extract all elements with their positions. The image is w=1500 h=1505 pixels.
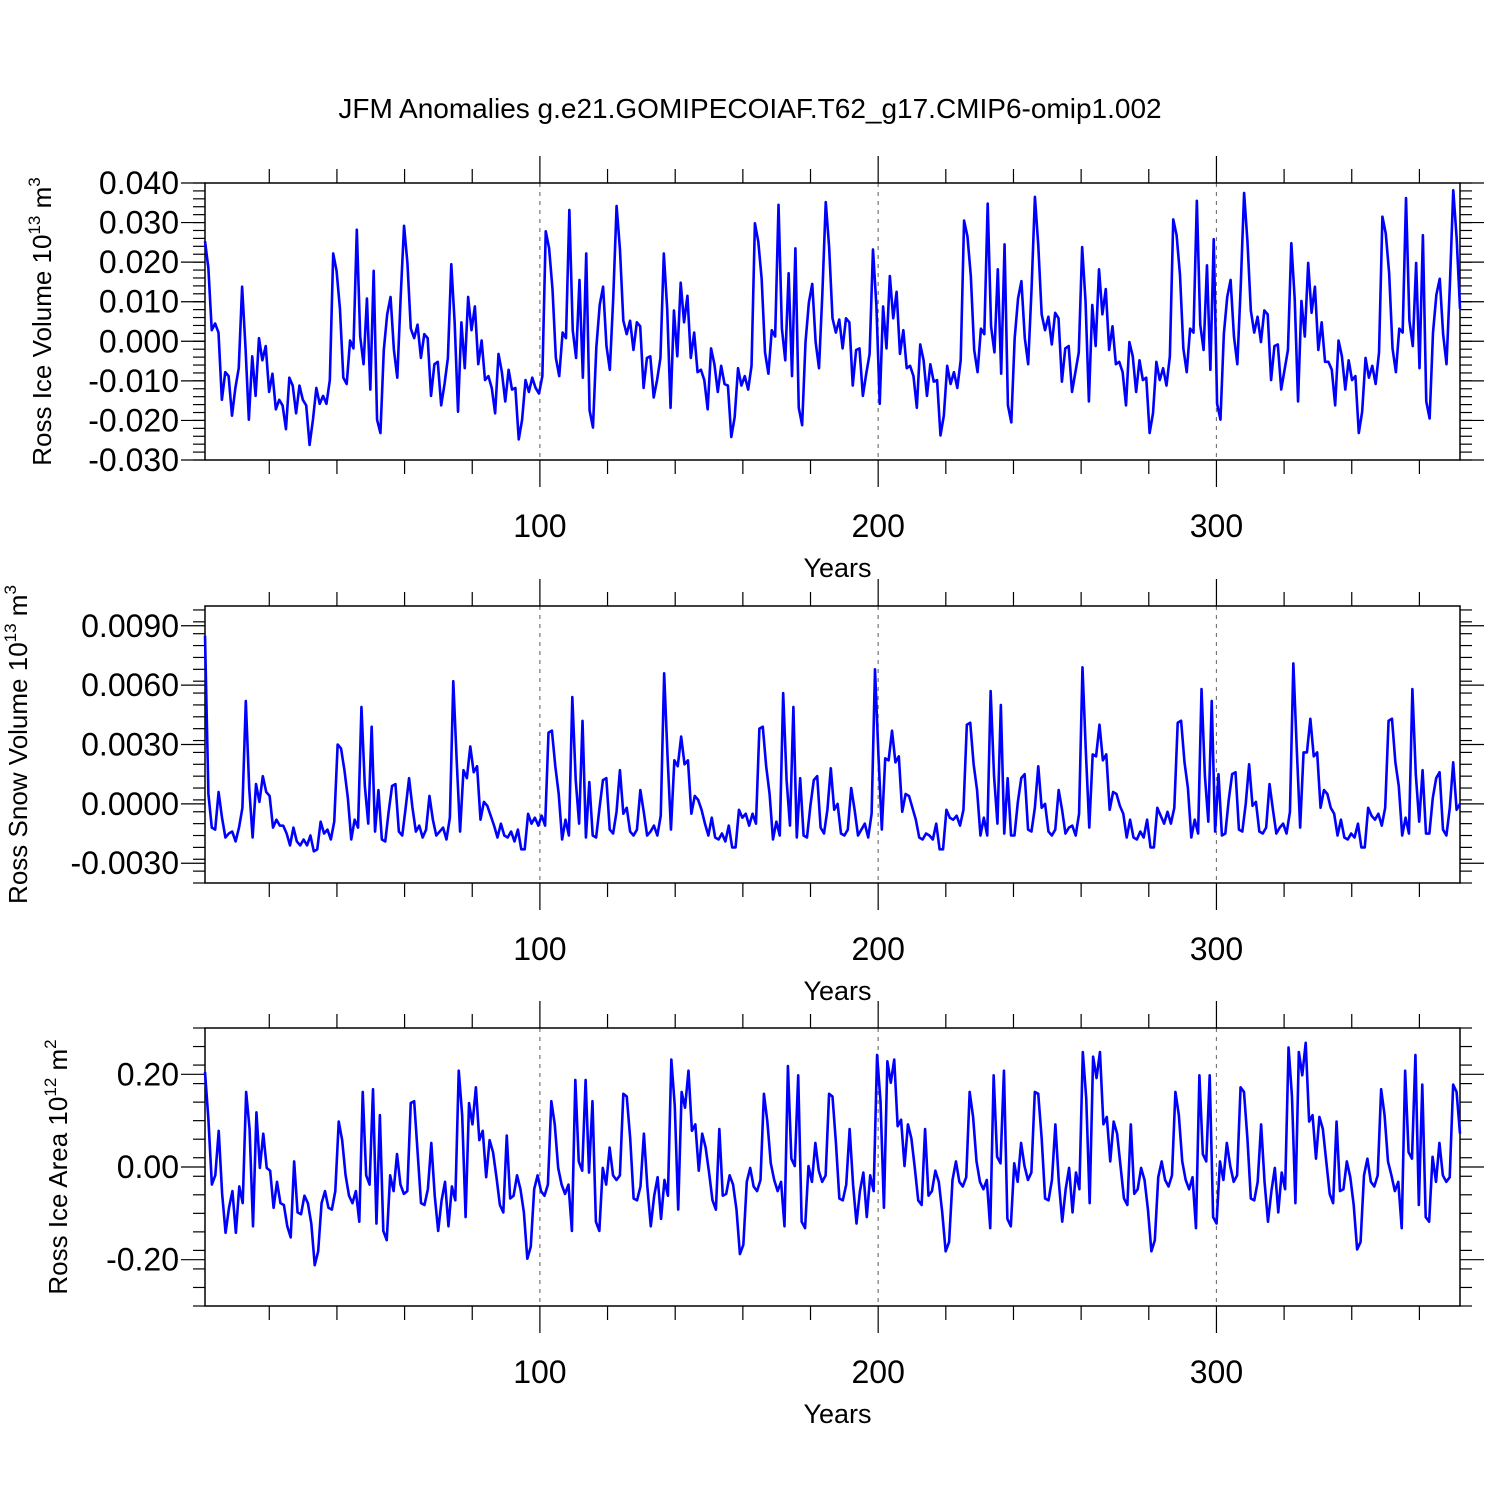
y-tick-label: 0.20: [117, 1056, 179, 1092]
y-tick-label: 0.0090: [81, 608, 179, 644]
y-tick-label: 0.00: [117, 1149, 179, 1185]
figure-title: JFM Anomalies g.e21.GOMIPECOIAF.T62_g17.…: [338, 93, 1161, 124]
x-axis-label: Years: [803, 976, 871, 1006]
x-tick-label-300: 300: [1190, 508, 1243, 544]
x-tick-label-200: 200: [851, 931, 904, 967]
y-tick-label: 0.0000: [81, 786, 179, 822]
x-tick-label-100: 100: [513, 508, 566, 544]
y-tick-label: 0.0030: [81, 727, 179, 763]
y-tick-label: -0.020: [88, 402, 179, 438]
panels: 100 200 300Years-0.030-0.020-0.0100.0000.0…: [1, 156, 1484, 1429]
x-axis-label: Years: [803, 553, 871, 583]
x-ticks: [268, 156, 1421, 487]
series-line-ross-ice-volume: [203, 188, 1462, 447]
x-tick-label-200: 200: [851, 508, 904, 544]
x-tick-label-200: 200: [851, 1354, 904, 1390]
y-tick-label: 0.0060: [81, 667, 179, 703]
y-tick-label: -0.010: [88, 363, 179, 399]
plot-frame: [204, 182, 1461, 461]
y-ticks: [181, 182, 1484, 461]
plot-frame: [204, 1027, 1461, 1307]
x-ticks: [268, 1001, 1421, 1333]
x-tick-label-300: 300: [1190, 1354, 1243, 1390]
y-ticks: [181, 609, 1484, 884]
series-line-ross-snow-volume: [203, 635, 1462, 853]
plot-frame: [204, 605, 1461, 884]
chart-panel-3: 100 200 300 Years -0.20 0.00 0.20 Ross Ice Area…: [41, 1001, 1484, 1429]
y-tick-label: 0.030: [99, 205, 179, 241]
y-tick-label: 0.040: [99, 165, 179, 201]
x-ticks: [268, 579, 1421, 910]
y-ticks: [181, 1027, 1484, 1307]
y-tick-label: -0.20: [106, 1242, 179, 1278]
series-line-ross-ice-area: [203, 1041, 1462, 1267]
y-tick-label: 0.000: [99, 323, 179, 359]
y-tick-label: -0.030: [88, 442, 179, 478]
x-tick-label-100: 100: [513, 931, 566, 967]
x-axis-label: Years: [803, 1399, 871, 1429]
y-tick-label: -0.0030: [70, 845, 179, 881]
chart-panel-2: 100 200 300 Years -0.0030 0.0000 0.0030 0.0060 0…: [1, 579, 1484, 1006]
y-axis-label: Ross Ice Volume 1013 m3: [25, 177, 57, 466]
x-tick-label-300: 300: [1190, 931, 1243, 967]
y-axis-label: Ross Ice Area 1012 m2: [41, 1039, 73, 1294]
chart-panel-1: 100 200 300Years-0.030-0.020-0.0100.0000.0…: [25, 156, 1484, 583]
y-tick-label: 0.010: [99, 284, 179, 320]
y-tick-label: 0.020: [99, 244, 179, 280]
x-tick-label-100: 100: [513, 1354, 566, 1390]
y-axis-label: Ross Snow Volume 1013 m3: [1, 585, 33, 904]
